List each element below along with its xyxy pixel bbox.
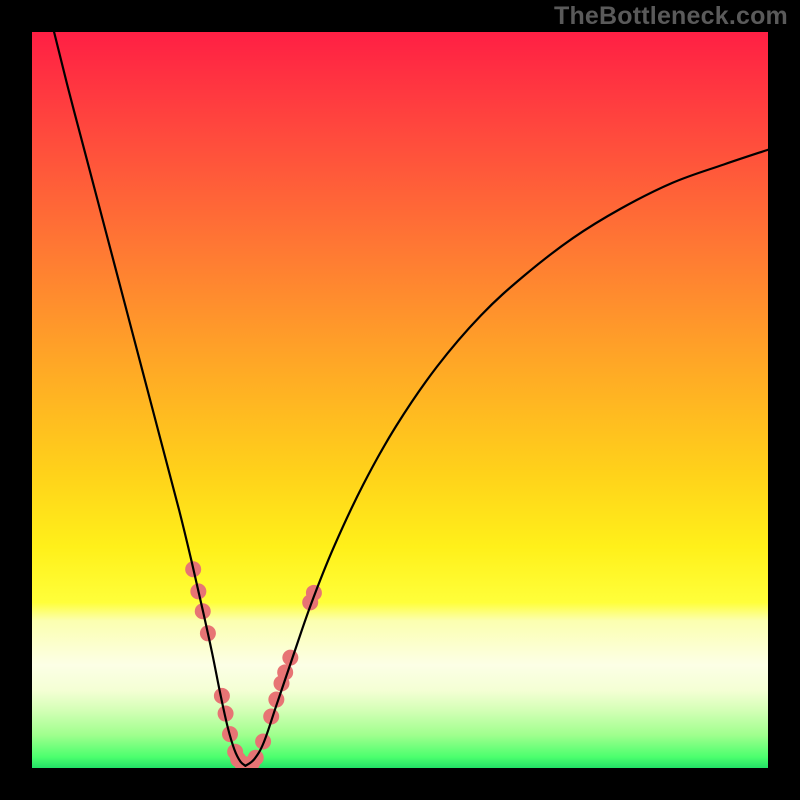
watermark-text: TheBottleneck.com — [554, 2, 788, 31]
chart-canvas: TheBottleneck.com — [0, 0, 800, 800]
plot-area — [32, 32, 768, 768]
chart-svg — [32, 32, 768, 768]
gradient-background — [32, 32, 768, 768]
